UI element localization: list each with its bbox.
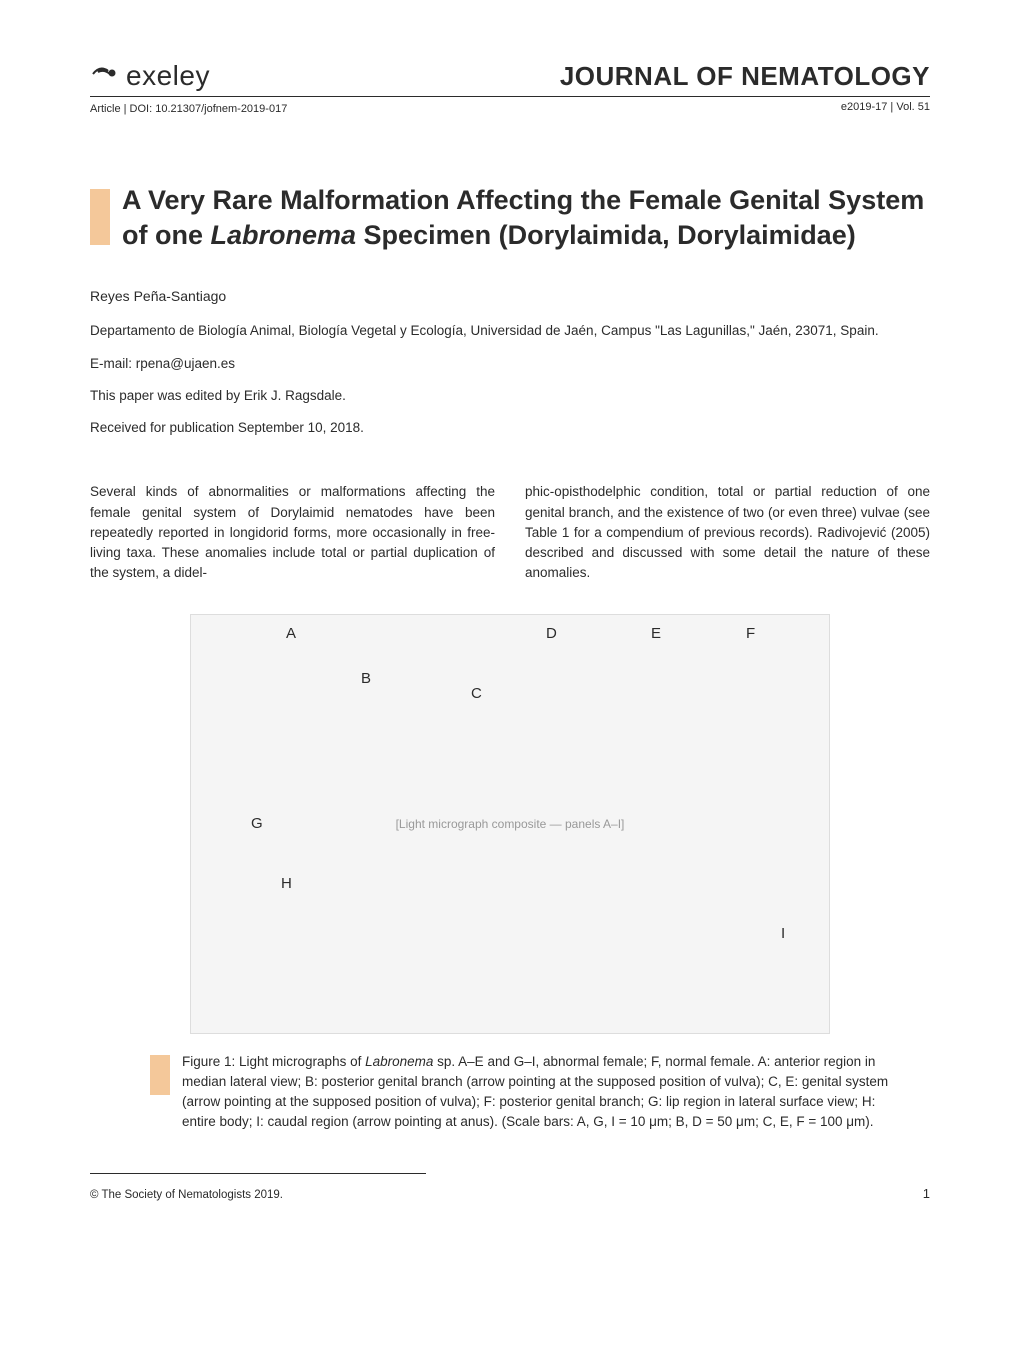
figure-caption-block: Figure 1: Light micrographs of Labronema… — [150, 1052, 910, 1133]
panel-label-e: E — [651, 625, 661, 642]
received-line: Received for publication September 10, 2… — [90, 415, 930, 441]
author-name: Reyes Peña-Santiago — [90, 283, 930, 310]
publisher-block: exeley — [90, 60, 210, 92]
exeley-icon — [90, 63, 120, 90]
figure-caption: Figure 1: Light micrographs of Labronema… — [182, 1052, 910, 1133]
figure-panel-labels: A B C D E F G H I — [191, 615, 829, 1033]
figure-1: [Light micrograph composite — panels A–I… — [90, 614, 930, 1133]
doi-prefix: Article | DOI: — [90, 103, 155, 115]
column-left: Several kinds of abnormalities or malfor… — [90, 482, 495, 583]
email-label: E-mail: — [90, 356, 136, 371]
body-text: Several kinds of abnormalities or malfor… — [90, 482, 930, 583]
email-line: E-mail: rpena@ujaen.es — [90, 351, 930, 377]
author-affiliation: Departamento de Biología Animal, Biologí… — [90, 318, 930, 344]
figure-image: [Light micrograph composite — panels A–I… — [190, 614, 830, 1034]
article-title-block: A Very Rare Malformation Affecting the F… — [90, 183, 930, 253]
issue-info: e2019-17 | Vol. 51 — [841, 101, 930, 113]
doi-line: Article | DOI: 10.21307/jofnem-2019-017 — [90, 103, 287, 143]
panel-label-a: A — [286, 625, 296, 642]
subheader: Article | DOI: 10.21307/jofnem-2019-017 … — [90, 101, 930, 143]
article-title: A Very Rare Malformation Affecting the F… — [122, 183, 930, 253]
panel-label-i: I — [781, 925, 785, 942]
panel-label-b: B — [361, 670, 371, 687]
page-number: 1 — [923, 1186, 930, 1201]
footer-rule — [90, 1173, 426, 1174]
panel-label-g: G — [251, 815, 263, 832]
accent-bar — [90, 189, 110, 245]
panel-label-c: C — [471, 685, 482, 702]
panel-label-f: F — [746, 625, 755, 642]
panel-label-h: H — [281, 875, 292, 892]
email-value: rpena@ujaen.es — [136, 356, 235, 371]
page-footer: © The Society of Nematologists 2019. 1 — [90, 1186, 930, 1201]
copyright-text: © The Society of Nematologists 2019. — [90, 1189, 283, 1201]
page-header: exeley JOURNAL OF NEMATOLOGY — [90, 60, 930, 97]
publisher-name: exeley — [126, 60, 210, 92]
editor-line: This paper was edited by Erik J. Ragsdal… — [90, 383, 930, 409]
caption-accent-bar — [150, 1055, 170, 1095]
doi-value: 10.21307/jofnem-2019-017 — [155, 103, 287, 115]
journal-title: JOURNAL OF NEMATOLOGY — [560, 61, 930, 92]
column-right: phic-opisthodelphic condition, total or … — [525, 482, 930, 583]
publisher-logo: exeley — [90, 60, 210, 92]
panel-label-d: D — [546, 625, 557, 642]
article-meta: Reyes Peña-Santiago Departamento de Biol… — [90, 283, 930, 440]
